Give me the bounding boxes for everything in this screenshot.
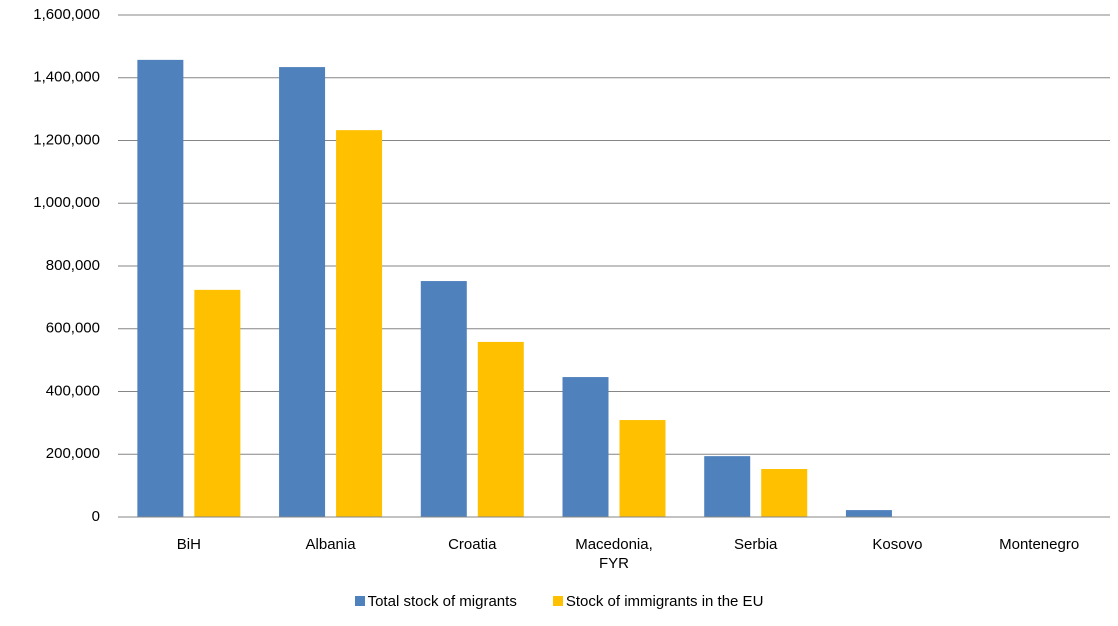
bar <box>845 510 892 517</box>
bar <box>562 377 609 517</box>
legend-swatch <box>552 596 563 606</box>
bar <box>704 456 751 517</box>
bar <box>137 59 184 518</box>
bar <box>420 281 467 517</box>
y-tick-label: 600,000 <box>46 320 100 337</box>
y-tick-label: 200,000 <box>46 445 100 462</box>
legend-item: Total stock of migrants <box>354 593 517 610</box>
x-tick-label: Macedonia, FYR <box>575 536 653 572</box>
bar <box>619 420 666 517</box>
bar <box>336 130 383 518</box>
y-tick-label: 1,200,000 <box>33 131 100 148</box>
legend-label: Total stock of migrants <box>367 593 517 610</box>
legend: Total stock of migrants Stock of immigran… <box>0 593 1118 610</box>
bar <box>761 468 808 517</box>
bar <box>279 67 326 518</box>
bar <box>194 289 241 517</box>
y-tick-label: 1,000,000 <box>33 194 100 211</box>
x-tick-label: Croatia <box>448 536 497 553</box>
legend-label: Stock of immigrants in the EU <box>565 593 764 610</box>
x-tick-label: BiH <box>176 536 201 553</box>
x-tick-label: Kosovo <box>872 536 923 553</box>
y-tick-label: 800,000 <box>46 257 100 274</box>
legend-item: Stock of immigrants in the EU <box>552 593 764 610</box>
bar <box>477 341 524 517</box>
y-tick-label: 1,400,000 <box>33 69 100 86</box>
x-tick-label: Montenegro <box>999 536 1080 553</box>
y-tick-label: 1,600,000 <box>33 6 100 23</box>
x-tick-label: Serbia <box>734 536 778 553</box>
y-tick-label: 0 <box>92 508 100 525</box>
x-tick-label: Albania <box>305 536 356 553</box>
legend-swatch <box>354 596 365 606</box>
y-tick-label: 400,000 <box>46 382 100 399</box>
